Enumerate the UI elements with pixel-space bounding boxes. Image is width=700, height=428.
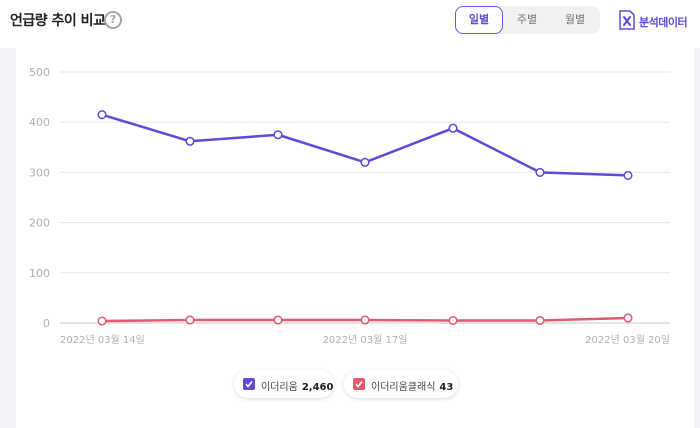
data-point[interactable] [623, 170, 633, 180]
help-icon[interactable]: ? [104, 11, 122, 29]
data-point[interactable] [535, 315, 545, 326]
grid-lines [60, 71, 670, 324]
data-point[interactable] [97, 316, 107, 326]
data-point[interactable] [273, 315, 283, 325]
checkbox-checked-icon [353, 378, 365, 390]
data-point[interactable] [535, 167, 545, 177]
x-tick-label: 2022년 03월 14일 [60, 334, 145, 346]
tab-weekly[interactable]: 주별 [516, 13, 538, 26]
data-point[interactable] [448, 315, 458, 326]
legend-item-ethereum-classic[interactable]: 이더리움클래식 43 [344, 370, 458, 398]
legend-label: 이더리움 2,460 [261, 382, 334, 393]
legend-item-ethereum[interactable]: 이더리움 2,460 [234, 370, 334, 398]
excel-icon [619, 10, 635, 30]
data-point[interactable] [623, 313, 633, 323]
x-tick-label: 2022년 03월 17일 [323, 334, 408, 346]
series-lines [97, 110, 633, 326]
data-point[interactable] [185, 315, 195, 325]
page-gutter-left [0, 48, 16, 428]
x-axis-ticks: 2022년 03월 14일 2022년 03월 17일 2022년 03월 20일 [60, 334, 670, 346]
y-tick-label: 100 [29, 267, 50, 280]
y-tick-label: 400 [29, 116, 50, 129]
data-point[interactable] [360, 315, 370, 325]
tab-monthly[interactable]: 월별 [564, 13, 586, 26]
data-point[interactable] [448, 123, 458, 133]
checkbox-checked-icon [243, 378, 255, 390]
data-point[interactable] [97, 110, 107, 120]
card-header: 언급량 추이 비교 ? 일별 주별 월별 분석데이터 [0, 0, 700, 48]
y-tick-label: 500 [29, 66, 50, 79]
data-point[interactable] [273, 130, 283, 140]
x-tick-label: 2022년 03월 20일 [585, 334, 670, 346]
data-point[interactable] [360, 157, 370, 167]
legend-label: 이더리움클래식 43 [371, 382, 454, 393]
chart-title: 언급량 추이 비교 [10, 13, 106, 29]
y-tick-label: 200 [29, 217, 50, 230]
export-data-label: 분석데이터 [639, 16, 688, 29]
y-axis-ticks: 0 100 200 300 400 500 [29, 66, 50, 330]
y-tick-label: 0 [43, 317, 50, 330]
tab-daily[interactable]: 일별 [455, 6, 503, 34]
data-point[interactable] [185, 136, 195, 146]
page-gutter-right [694, 48, 700, 428]
y-tick-label: 300 [29, 166, 50, 179]
period-toggle: 일별 주별 월별 [455, 6, 600, 34]
